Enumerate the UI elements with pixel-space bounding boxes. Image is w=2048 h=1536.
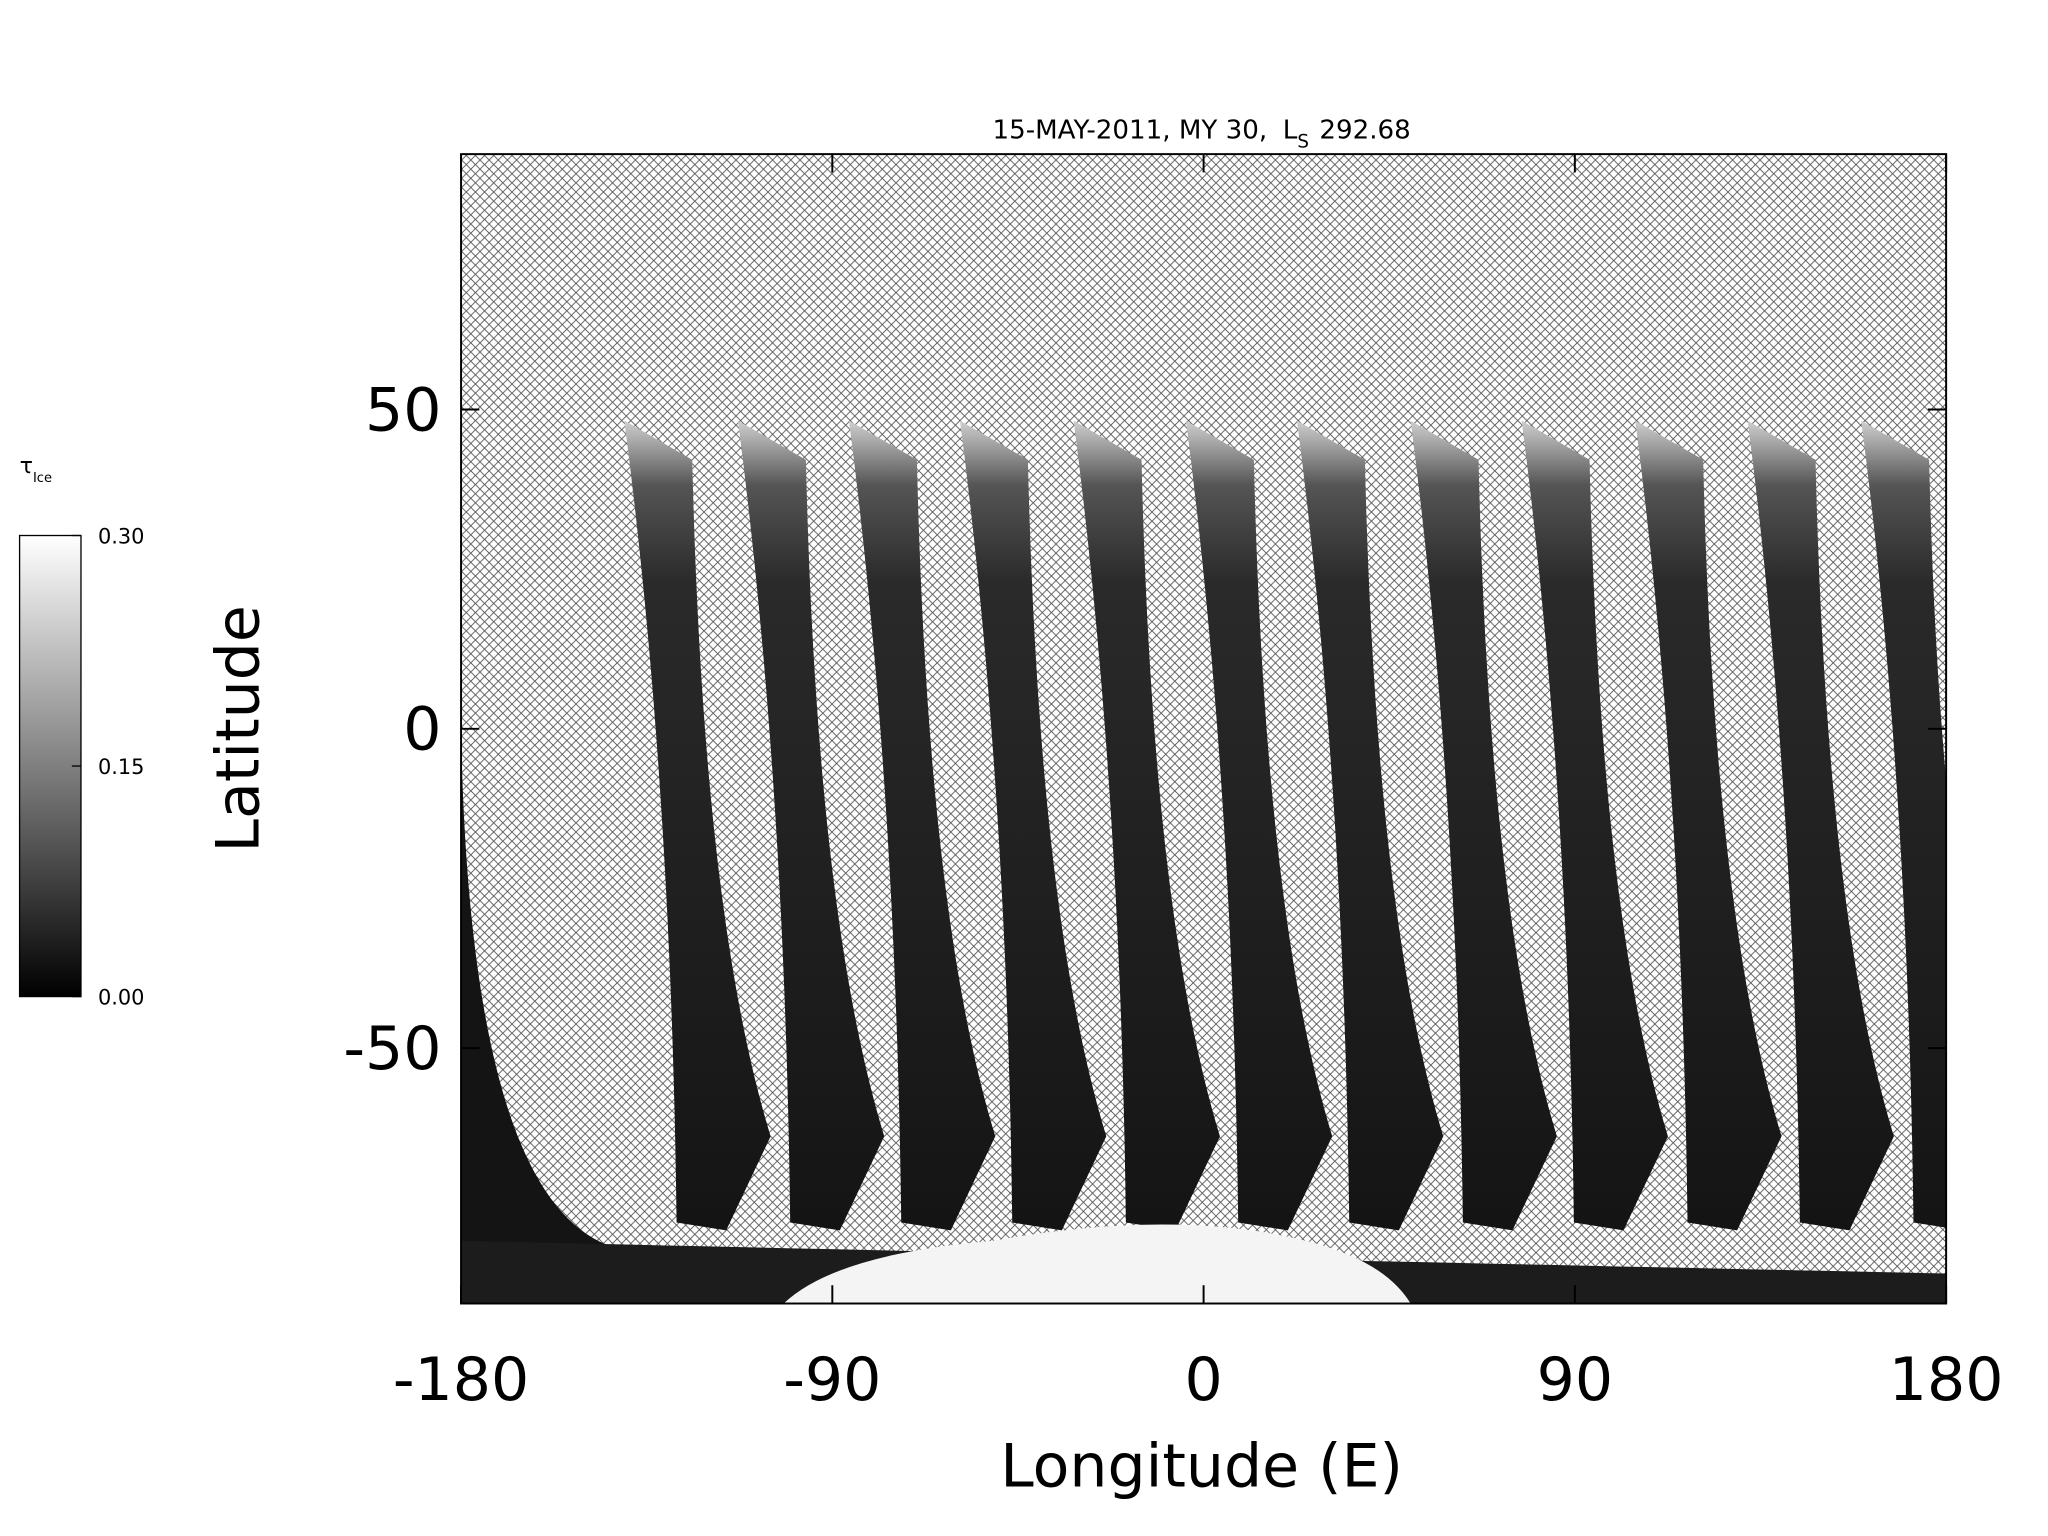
x-tick-label: 180 <box>1889 1345 2004 1415</box>
y-axis-label: Latitude <box>204 605 274 852</box>
colorbar-tick-label: 0.15 <box>98 755 144 779</box>
plot-area <box>461 154 1947 1304</box>
swath <box>848 420 996 1231</box>
swath <box>1635 420 1782 1231</box>
chart-title: 15-MAY-2011, MY 30, LS 292.68 <box>993 115 1411 152</box>
swath <box>1185 420 1333 1231</box>
x-tick-label: -180 <box>393 1345 529 1415</box>
y-tick-label: 0 <box>403 695 441 765</box>
x-tick-label: -90 <box>783 1345 881 1415</box>
swath <box>624 420 771 1231</box>
swath <box>1073 420 1220 1231</box>
colorbar-label: τIce <box>20 453 52 486</box>
y-tick-label: -50 <box>343 1014 441 1084</box>
x-tick-label: 90 <box>1537 1345 1613 1415</box>
x-axis-label: Longitude (E) <box>1000 1431 1403 1501</box>
colorbar-tick-label: 0.30 <box>98 524 144 548</box>
swath <box>1747 420 1894 1231</box>
swath <box>1521 420 1668 1231</box>
swath <box>1410 420 1557 1231</box>
swath <box>737 420 885 1231</box>
swath <box>461 731 614 1254</box>
colorbar-tick-label: 0.00 <box>98 985 144 1009</box>
colorbar-gradient <box>18 534 82 998</box>
polar-cap <box>783 1224 1411 1304</box>
swath <box>960 420 1107 1231</box>
colorbar: τIce 0.00 0.15 0.30 <box>18 453 144 1009</box>
swath <box>1861 420 1947 1228</box>
swath <box>1296 420 1444 1231</box>
y-tick-label: 50 <box>365 375 441 445</box>
x-tick-label: 0 <box>1184 1345 1222 1415</box>
